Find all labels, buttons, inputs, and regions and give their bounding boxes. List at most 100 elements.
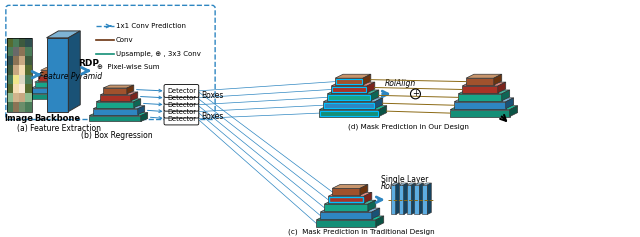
Polygon shape [127, 85, 134, 94]
Text: Conv: Conv [116, 37, 134, 43]
Polygon shape [494, 74, 502, 85]
Polygon shape [96, 102, 134, 108]
Polygon shape [319, 110, 379, 117]
Bar [19, 84, 26, 93]
Bar [13, 65, 19, 75]
Polygon shape [335, 74, 371, 78]
Bar [324, 103, 374, 108]
Polygon shape [367, 82, 375, 93]
Text: Boxes: Boxes [201, 112, 223, 121]
Bar [329, 197, 363, 202]
Polygon shape [29, 91, 79, 94]
Bar [320, 111, 378, 116]
Bar [7, 75, 13, 84]
Text: Single Layer: Single Layer [381, 175, 428, 184]
Bar [19, 65, 26, 75]
Polygon shape [404, 183, 408, 214]
Polygon shape [390, 185, 396, 214]
Polygon shape [316, 220, 376, 227]
Polygon shape [31, 85, 76, 88]
Text: Boxes: Boxes [201, 91, 223, 100]
Polygon shape [364, 192, 372, 203]
Text: Detector: Detector [167, 95, 196, 101]
Polygon shape [454, 102, 506, 109]
Text: (d) Mask Prediction in Our Design: (d) Mask Prediction in Our Design [348, 123, 469, 130]
Polygon shape [498, 82, 506, 93]
Polygon shape [40, 70, 61, 75]
Bar [13, 47, 19, 56]
Polygon shape [93, 106, 145, 109]
Bar [26, 75, 31, 84]
Bar [26, 47, 31, 56]
Polygon shape [466, 78, 494, 85]
FancyBboxPatch shape [164, 91, 199, 104]
Polygon shape [458, 90, 509, 94]
Polygon shape [323, 102, 375, 109]
Polygon shape [363, 74, 371, 85]
Text: RolAlign: RolAlign [385, 79, 416, 88]
Text: (c)  Mask Prediction in Traditional Design: (c) Mask Prediction in Traditional Desig… [287, 228, 434, 235]
Bar [7, 102, 13, 112]
FancyBboxPatch shape [164, 112, 199, 125]
Bar [19, 56, 26, 65]
Polygon shape [38, 76, 65, 81]
Polygon shape [332, 188, 360, 195]
Polygon shape [450, 106, 518, 110]
Polygon shape [70, 85, 76, 93]
Polygon shape [415, 183, 424, 185]
Polygon shape [316, 216, 384, 220]
Polygon shape [379, 106, 387, 117]
Polygon shape [399, 185, 404, 214]
Bar [19, 102, 26, 112]
Text: (a) Feature Extraction: (a) Feature Extraction [17, 124, 101, 133]
Text: +: + [412, 89, 419, 98]
Polygon shape [371, 90, 379, 101]
Text: Detector: Detector [167, 102, 196, 108]
Polygon shape [376, 216, 384, 227]
Bar [7, 93, 13, 102]
Text: RDP: RDP [77, 59, 99, 68]
Polygon shape [29, 94, 74, 99]
Bar [13, 56, 19, 65]
Text: Detector: Detector [167, 109, 196, 115]
Polygon shape [38, 73, 70, 76]
Polygon shape [422, 183, 431, 185]
Polygon shape [89, 113, 148, 116]
Polygon shape [419, 183, 424, 214]
FancyBboxPatch shape [164, 105, 199, 118]
Polygon shape [335, 78, 363, 85]
Bar [26, 84, 31, 93]
Bar [7, 56, 13, 65]
FancyBboxPatch shape [164, 85, 199, 97]
Polygon shape [31, 88, 70, 93]
Polygon shape [327, 90, 379, 94]
Bar [26, 38, 31, 47]
Polygon shape [61, 67, 67, 75]
Polygon shape [328, 192, 372, 196]
Polygon shape [502, 90, 509, 101]
Bar [26, 93, 31, 102]
Text: (b) Box Regression: (b) Box Regression [81, 131, 153, 140]
Bar [13, 38, 19, 47]
Polygon shape [138, 106, 145, 114]
Bar [13, 102, 19, 112]
Polygon shape [67, 79, 74, 87]
Polygon shape [462, 86, 498, 93]
Bar [26, 56, 31, 65]
Bar [19, 47, 26, 56]
Polygon shape [331, 86, 367, 93]
Polygon shape [100, 92, 138, 95]
Bar [13, 84, 19, 93]
Text: Upsample, ⊕ , 3x3 Conv: Upsample, ⊕ , 3x3 Conv [116, 50, 201, 57]
Bar [7, 38, 31, 112]
Polygon shape [103, 85, 134, 88]
Polygon shape [47, 31, 80, 38]
Bar [13, 93, 19, 102]
Bar [26, 102, 31, 112]
Polygon shape [35, 79, 74, 82]
Polygon shape [360, 184, 368, 195]
Polygon shape [462, 82, 506, 86]
Bar [13, 75, 19, 84]
Polygon shape [422, 185, 428, 214]
Polygon shape [375, 98, 383, 109]
